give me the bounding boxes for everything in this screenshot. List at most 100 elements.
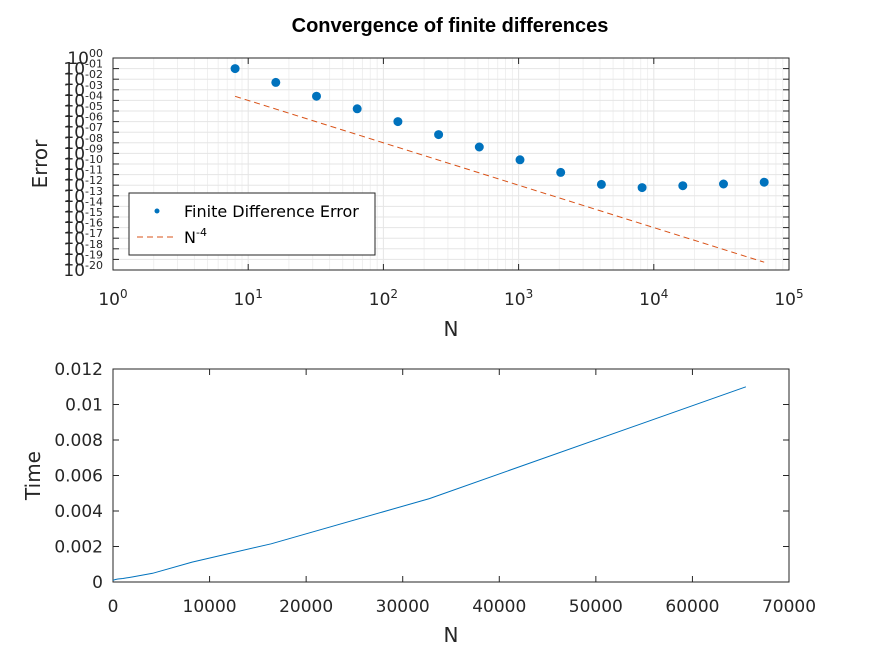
- y-tick-label-2-exp: -18: [85, 238, 103, 251]
- legend: Finite Difference Error N-4: [128, 192, 376, 256]
- y-tick-label-16-exp: -04: [85, 89, 103, 102]
- axes-box: [112, 368, 790, 583]
- legend-label-reference: N-4: [184, 226, 207, 247]
- error-point: [556, 167, 566, 177]
- y-tick-label-14-exp: -06: [85, 111, 103, 124]
- y-tick-label-11-exp: -09: [85, 142, 103, 155]
- error-point: [678, 181, 688, 191]
- y-tick-label-0: 10-20: [63, 259, 103, 281]
- y-tick-label-16-base: 10: [63, 91, 85, 111]
- y-tick-label-6-base: 10: [63, 197, 85, 217]
- y-tick-label-8-base: 10: [63, 176, 85, 196]
- x-tick-label-4-base: 10: [639, 290, 661, 310]
- y-tick-label-20: 1000: [67, 47, 103, 69]
- x-tick-label-1: 10000: [183, 597, 237, 617]
- y-tick-label-11: 10-09: [63, 142, 103, 164]
- x-tick-label-0-exp: 0: [120, 287, 128, 301]
- error-point: [434, 130, 444, 140]
- y-tick-label-1-base: 10: [63, 250, 85, 270]
- x-tick-label-5-base: 10: [774, 290, 796, 310]
- y-tick-label-7-base: 10: [63, 187, 85, 207]
- time-line: [112, 386, 747, 581]
- y-tick-label-3: 0.006: [54, 467, 103, 487]
- y-tick-label-10: 10-10: [63, 153, 103, 175]
- time-chart: 0 10000 20000 30000 40000 50000 60000 70000 0 0.0…: [21, 360, 816, 647]
- x-tick-label-3: 30000: [376, 597, 430, 617]
- y-tick-label-0: 0: [92, 573, 103, 593]
- y-tick-label-5: 10-15: [63, 206, 103, 228]
- y-tick-label-7: 10-13: [63, 185, 103, 207]
- error-point: [759, 177, 769, 187]
- y-tick-label-5-base: 10: [63, 208, 85, 228]
- y-tick-label-13-base: 10: [63, 123, 85, 143]
- y-tick-label-13-exp: -07: [85, 121, 103, 134]
- y-tick-label-16: 10-04: [63, 89, 103, 111]
- x-axis-label: N: [444, 623, 459, 647]
- y-tick-label-12: 10-08: [63, 132, 103, 154]
- y-tick-label-14-base: 10: [63, 113, 85, 133]
- y-tick-label-4: 0.008: [54, 431, 103, 451]
- y-tick-label-11-base: 10: [63, 144, 85, 164]
- error-chart: 100 101 102 103 104 10510-2010-1910-1810-1710…: [28, 47, 804, 341]
- x-tick-label-3-base: 10: [504, 290, 526, 310]
- y-tick-label-4-exp: -16: [85, 217, 103, 230]
- legend-label-reference-base: N: [184, 228, 196, 247]
- y-tick-label-0-base: 10: [63, 261, 85, 281]
- legend-label-reference-exp: -4: [196, 226, 207, 239]
- plot-area: [113, 369, 789, 582]
- y-tick-label-12-base: 10: [63, 134, 85, 154]
- y-tick-label-3-base: 10: [63, 229, 85, 249]
- y-tick-label-19: 10-01: [63, 58, 103, 80]
- y-tick-label-4: 10-16: [63, 217, 103, 239]
- y-tick-label-2: 10-18: [63, 238, 103, 260]
- x-tick-label-0: 100: [98, 287, 127, 310]
- x-tick-label-5: 50000: [569, 597, 623, 617]
- error-point: [312, 91, 321, 101]
- x-tick-label-6: 60000: [665, 597, 719, 617]
- y-tick-label-9-base: 10: [63, 166, 85, 186]
- x-tick-label-3-exp: 3: [526, 287, 534, 301]
- y-tick-label-8: 10-12: [63, 174, 103, 196]
- legend-label-error: Finite Difference Error: [184, 202, 359, 221]
- x-tick-label-5-exp: 5: [796, 287, 804, 301]
- y-tick-label-20-base: 10: [67, 49, 89, 69]
- x-tick-label-1: 101: [234, 287, 263, 310]
- y-tick-label-17-base: 10: [63, 81, 85, 101]
- y-tick-label-19-base: 10: [63, 60, 85, 80]
- y-tick-label-7-exp: -13: [85, 185, 103, 198]
- y-tick-label-1-exp: -19: [85, 248, 103, 261]
- figure-title: Convergence of finite differences: [292, 15, 609, 37]
- y-tick-label-10-exp: -10: [85, 153, 103, 166]
- x-tick-label-0: 0: [108, 597, 119, 617]
- error-point: [637, 183, 647, 193]
- y-tick-label-15-base: 10: [63, 102, 85, 122]
- x-tick-label-4-exp: 4: [661, 287, 669, 301]
- reference-line-n-4: [234, 95, 765, 263]
- y-axis-label: Error: [28, 139, 52, 189]
- y-tick-label-15-exp: -05: [85, 100, 103, 113]
- y-tick-label-3: 10-17: [63, 227, 103, 249]
- x-tick-label-2-exp: 2: [390, 287, 398, 301]
- y-tick-label-2: 0.004: [54, 502, 103, 522]
- error-point: [230, 64, 240, 74]
- y-tick-label-13: 10-07: [63, 121, 103, 143]
- y-tick-label-20-exp: 00: [89, 47, 103, 60]
- x-tick-label-1-exp: 1: [255, 287, 263, 301]
- error-point: [474, 142, 484, 152]
- y-tick-label-0-exp: -20: [85, 259, 103, 272]
- y-tick-label-9: 10-11: [63, 164, 103, 186]
- y-tick-label-14: 10-06: [63, 111, 103, 133]
- x-tick-label-2: 102: [369, 287, 398, 310]
- legend-label-error-base: Finite Difference Error: [184, 202, 359, 221]
- y-tick-label-9-exp: -11: [85, 164, 103, 177]
- y-tick-label-1: 10-19: [63, 248, 103, 270]
- y-tick-label-6: 0.012: [54, 360, 103, 380]
- x-tick-label-5: 105: [774, 287, 803, 310]
- y-tick-label-6-exp: -14: [85, 195, 103, 208]
- x-tick-label-2-base: 10: [369, 290, 391, 310]
- x-axis-label: N: [444, 317, 459, 341]
- y-tick-label-18: 10-02: [63, 68, 103, 90]
- error-point: [515, 155, 525, 165]
- x-tick-label-2: 20000: [279, 597, 333, 617]
- y-tick-label-15: 10-05: [63, 100, 103, 122]
